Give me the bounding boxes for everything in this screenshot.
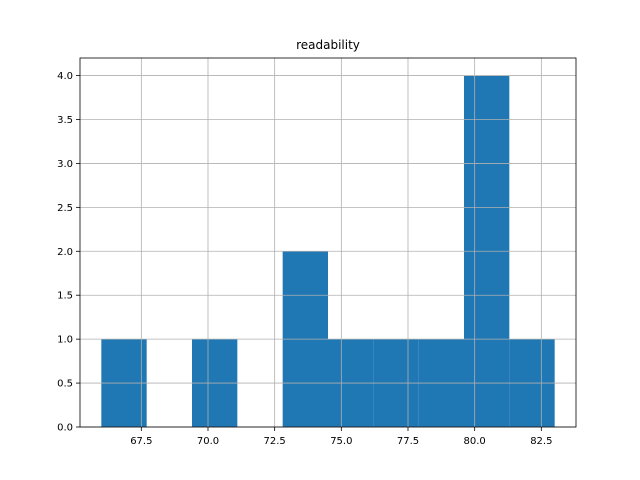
ticks-layer: 67.5 70.0 72.5 75.0 77.5 80.0 82.5 0.0 0.5 1.0 1.5… [57,71,552,447]
y-tick-label: 2.5 [57,203,73,214]
y-tick-label: 3.5 [57,115,73,126]
y-tick-label: 2.0 [57,247,73,258]
y-tick-label: 3.0 [57,159,73,170]
x-tick-label: 77.5 [397,436,419,447]
grid-layer [80,58,576,428]
x-tick-label: 80.0 [464,436,486,447]
plot-area-frame [79,57,577,428]
y-tick-label: 0.5 [57,379,73,390]
y-tick-label: 0.0 [57,423,73,434]
chart-title: readability [296,38,360,52]
x-tick-label: 82.5 [530,436,552,447]
x-tick-label: 72.5 [264,436,286,447]
y-tick-label: 4.0 [57,71,73,82]
y-tick-label: 1.5 [57,291,73,302]
x-tick-label: 67.5 [130,436,152,447]
x-tick-label: 70.0 [197,436,219,447]
x-tick-label: 75.0 [330,436,352,447]
y-tick-label: 1.0 [57,335,73,346]
